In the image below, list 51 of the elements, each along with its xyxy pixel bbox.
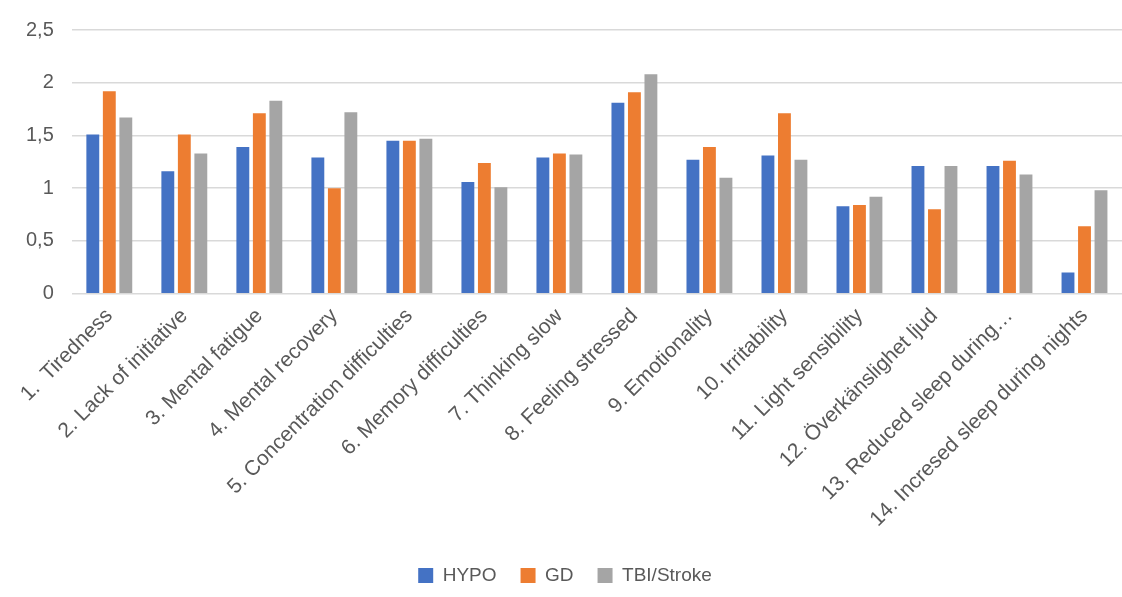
bar bbox=[461, 181, 475, 293]
bar bbox=[86, 134, 100, 293]
bar bbox=[477, 162, 491, 293]
y-tick-label: 1,5 bbox=[25, 122, 54, 145]
bar bbox=[327, 188, 341, 293]
bar bbox=[869, 196, 883, 293]
bar bbox=[1078, 226, 1091, 293]
bar bbox=[386, 140, 400, 293]
bar bbox=[161, 171, 175, 293]
bar bbox=[944, 166, 958, 293]
bar bbox=[611, 102, 625, 293]
bar bbox=[644, 74, 658, 293]
y-tick-label: 2,5 bbox=[25, 17, 54, 40]
legend-label: HYPO bbox=[442, 563, 497, 585]
bar bbox=[686, 159, 700, 293]
bar bbox=[778, 113, 791, 293]
bar bbox=[494, 187, 508, 293]
bar bbox=[627, 92, 641, 293]
bar bbox=[194, 153, 208, 293]
bar bbox=[911, 166, 925, 293]
bar bbox=[836, 206, 850, 293]
bar bbox=[552, 153, 566, 293]
bar bbox=[252, 113, 266, 293]
legend-label: TBI/Stroke bbox=[622, 563, 712, 585]
bar bbox=[761, 155, 775, 293]
bar bbox=[853, 205, 866, 293]
bar bbox=[536, 157, 550, 293]
y-tick-label: 0,5 bbox=[25, 228, 54, 251]
bar bbox=[1003, 160, 1016, 293]
bar bbox=[402, 140, 416, 293]
bar bbox=[1094, 190, 1108, 293]
y-tick-label: 1 bbox=[42, 175, 54, 198]
bar bbox=[419, 138, 433, 293]
y-tick-label: 0 bbox=[42, 281, 54, 304]
bar bbox=[311, 157, 325, 293]
bar bbox=[269, 100, 283, 293]
bar bbox=[719, 177, 733, 293]
bar bbox=[702, 147, 716, 293]
bar bbox=[1019, 174, 1033, 293]
bar bbox=[569, 154, 583, 293]
bar bbox=[986, 166, 1000, 293]
bar bbox=[1061, 272, 1075, 293]
bar bbox=[177, 134, 191, 293]
bar bbox=[928, 209, 941, 293]
bar bbox=[236, 147, 250, 293]
bar bbox=[119, 117, 133, 293]
legend-label: GD bbox=[545, 563, 574, 585]
bar bbox=[102, 91, 116, 293]
y-tick-label: 2 bbox=[42, 70, 54, 93]
bar bbox=[344, 112, 358, 293]
bar bbox=[794, 159, 808, 293]
